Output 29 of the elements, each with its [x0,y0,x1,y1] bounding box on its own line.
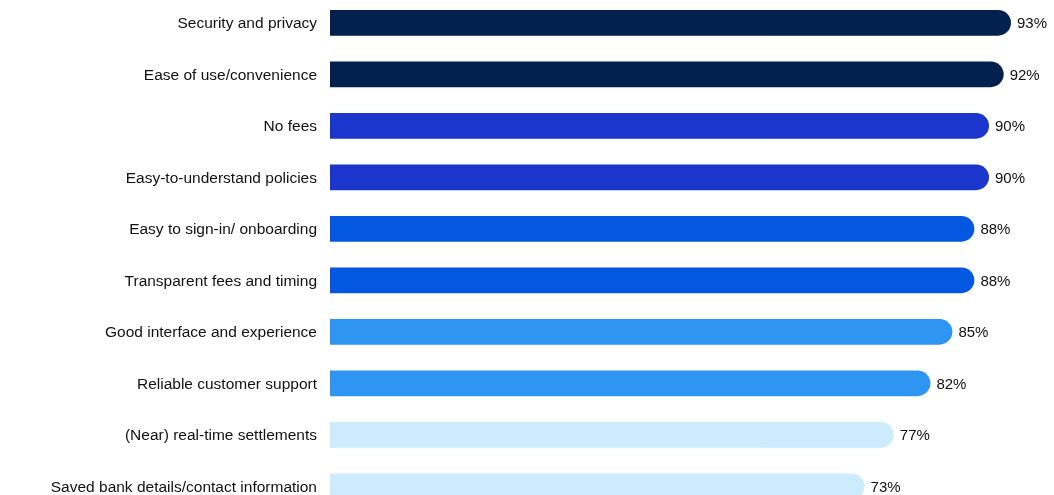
bar [330,318,953,345]
data-label: 90% [995,168,1026,186]
data-label: 82% [936,374,967,392]
bar [330,112,990,139]
y-tick-label: Reliable customer support [136,374,318,392]
data-label: 90% [995,117,1026,134]
y-tick-label: (Near) real-time settlements [124,426,318,444]
y-tick-label: Easy to sign-in/ onboarding [129,220,317,238]
bar [330,215,975,242]
data-label: 88% [980,271,1011,289]
y-tick-label: Ease of use/convenience [143,65,317,83]
data-label: 92% [1009,65,1040,83]
bar [330,9,1011,36]
data-label: 77% [899,426,930,443]
y-tick-label: Saved bank details/contact information [50,477,317,495]
y-tick-label: Security and privacy [177,14,318,32]
y-tick-label: Easy-to-understand policies [125,168,318,186]
y-tick-label: Good interface and experience [105,323,317,341]
bar [330,421,894,448]
data-label: 93% [1017,14,1048,31]
bar [330,370,931,397]
data-label: 73% [870,477,901,495]
data-label: 85% [958,323,989,340]
y-tick-label: No fees [263,117,318,135]
data-label: 88% [980,220,1011,237]
bar [330,61,1004,88]
y-tick-label: Transparent fees and timing [124,271,317,289]
bar [330,267,975,294]
bar [330,164,990,191]
